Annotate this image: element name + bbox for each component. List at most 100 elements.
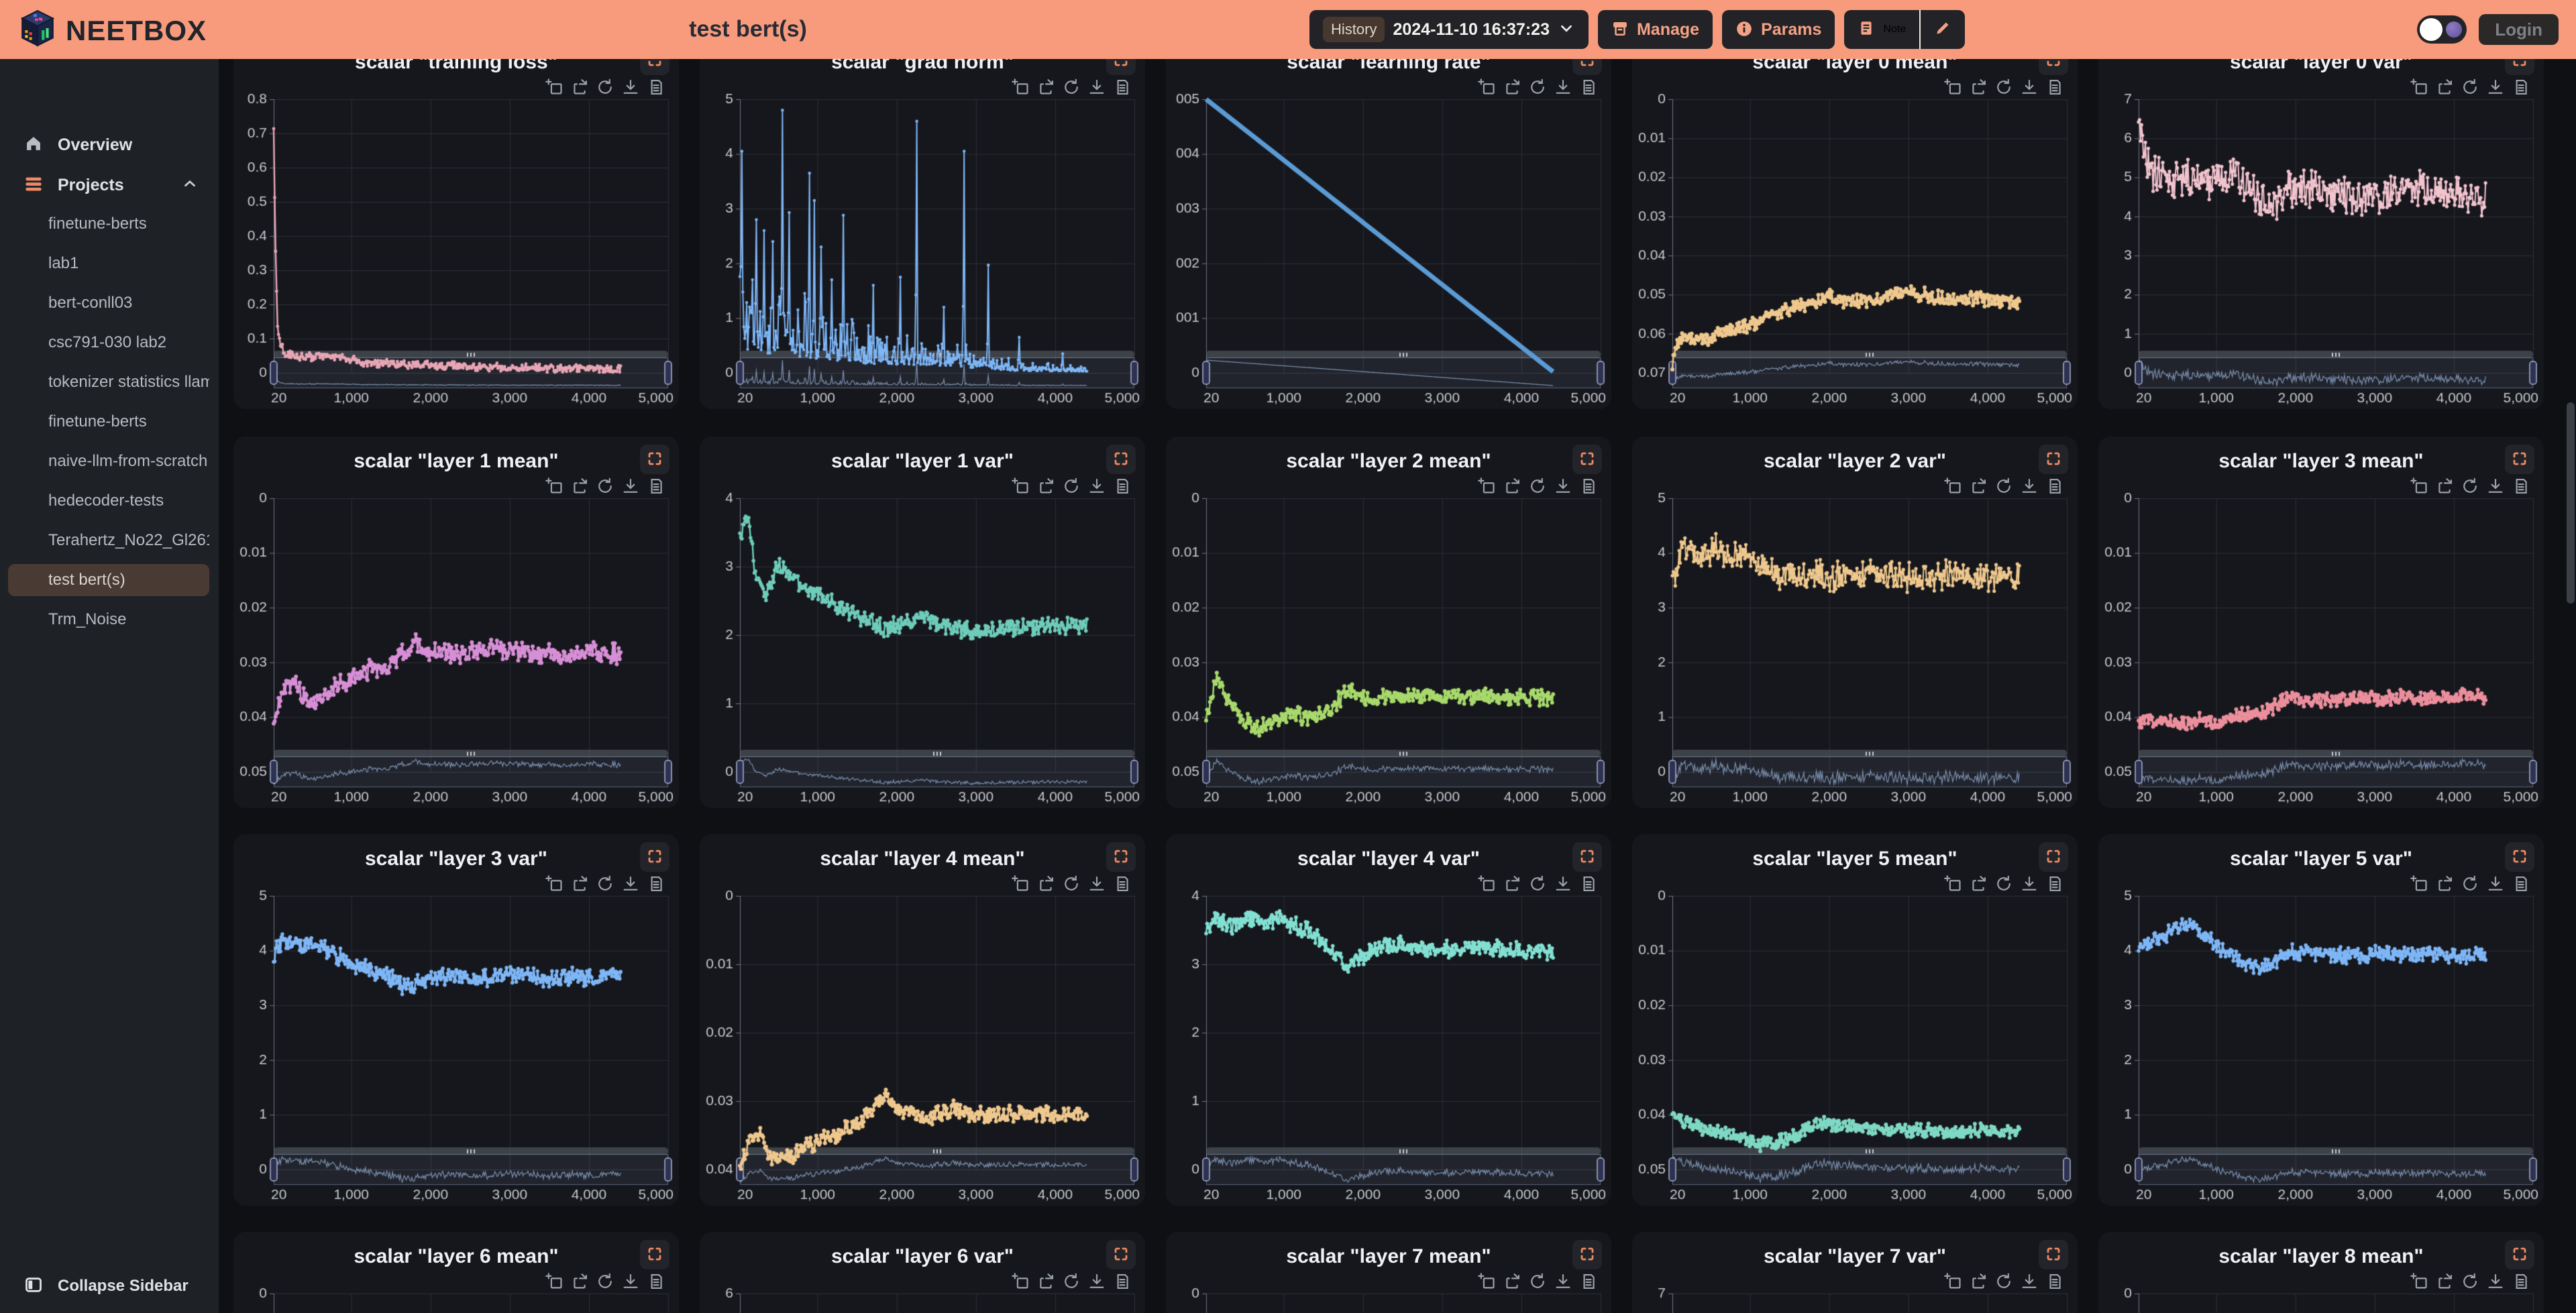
chart-canvas[interactable] [233, 75, 679, 409]
download-icon[interactable] [621, 874, 640, 893]
manage-button[interactable]: Manage [1597, 10, 1713, 49]
refresh-icon[interactable] [2461, 78, 2479, 97]
refresh-icon[interactable] [596, 78, 614, 97]
zoom-box-icon[interactable] [1477, 78, 1496, 97]
data-view-icon[interactable] [647, 1272, 665, 1291]
data-view-icon[interactable] [2512, 1272, 2530, 1291]
edit-note-button[interactable] [1921, 10, 1965, 49]
expand-chart-button[interactable] [1106, 1240, 1136, 1269]
restore-icon[interactable] [570, 78, 589, 97]
restore-icon[interactable] [1969, 1272, 1988, 1291]
restore-icon[interactable] [1969, 874, 1988, 893]
refresh-icon[interactable] [1062, 78, 1081, 97]
history-dropdown[interactable]: History 2024-11-10 16:37:23 [1309, 10, 1589, 49]
download-icon[interactable] [1554, 1272, 1572, 1291]
download-icon[interactable] [2020, 874, 2039, 893]
restore-icon[interactable] [570, 477, 589, 496]
chart-canvas[interactable] [233, 1269, 679, 1313]
refresh-icon[interactable] [1528, 874, 1547, 893]
zoom-box-icon[interactable] [1477, 874, 1496, 893]
restore-icon[interactable] [1969, 78, 1988, 97]
chart-canvas[interactable] [1632, 1269, 2078, 1313]
sidebar-project-item[interactable]: Terahertz_No22_Gl261_gl... [48, 531, 209, 549]
sidebar-item-overview[interactable]: Overview [0, 129, 219, 161]
zoom-box-icon[interactable] [2410, 1272, 2428, 1291]
chart-canvas[interactable] [2098, 474, 2544, 808]
login-button[interactable]: Login [2479, 14, 2559, 45]
expand-chart-button[interactable] [2505, 445, 2534, 474]
chart-canvas[interactable] [1632, 75, 2078, 409]
data-view-icon[interactable] [2512, 477, 2530, 496]
expand-chart-button[interactable] [2039, 59, 2068, 75]
sidebar-project-item[interactable]: naive-llm-from-scratch [48, 452, 208, 470]
refresh-icon[interactable] [1062, 477, 1081, 496]
restore-icon[interactable] [570, 874, 589, 893]
restore-icon[interactable] [1503, 1272, 1521, 1291]
expand-chart-button[interactable] [2505, 1240, 2534, 1269]
zoom-box-icon[interactable] [1943, 78, 1962, 97]
chart-canvas[interactable] [233, 872, 679, 1206]
chart-canvas[interactable] [700, 474, 1145, 808]
data-view-icon[interactable] [1113, 477, 1132, 496]
chart-canvas[interactable] [700, 75, 1145, 409]
download-icon[interactable] [2486, 874, 2505, 893]
download-icon[interactable] [1087, 78, 1106, 97]
refresh-icon[interactable] [2461, 477, 2479, 496]
chart-canvas[interactable] [1632, 474, 2078, 808]
data-view-icon[interactable] [1113, 78, 1132, 97]
data-view-icon[interactable] [2512, 78, 2530, 97]
chart-canvas[interactable] [1166, 1269, 1611, 1313]
restore-icon[interactable] [2435, 477, 2454, 496]
sidebar-project-item[interactable]: finetune-berts [48, 215, 147, 233]
restore-icon[interactable] [1036, 78, 1055, 97]
download-icon[interactable] [1554, 477, 1572, 496]
expand-chart-button[interactable] [640, 842, 669, 872]
data-view-icon[interactable] [647, 874, 665, 893]
data-view-icon[interactable] [2045, 477, 2064, 496]
sidebar-project-item[interactable]: bert-conll03 [48, 294, 133, 312]
refresh-icon[interactable] [1062, 1272, 1081, 1291]
chart-canvas[interactable] [2098, 1269, 2544, 1313]
sidebar-project-item[interactable]: Trm_Noise [48, 610, 127, 628]
restore-icon[interactable] [1503, 78, 1521, 97]
zoom-box-icon[interactable] [1943, 1272, 1962, 1291]
download-icon[interactable] [621, 477, 640, 496]
restore-icon[interactable] [1036, 477, 1055, 496]
data-view-icon[interactable] [1579, 477, 1598, 496]
refresh-icon[interactable] [1528, 78, 1547, 97]
restore-icon[interactable] [1503, 477, 1521, 496]
refresh-icon[interactable] [2461, 874, 2479, 893]
page-scrollbar[interactable] [2567, 402, 2575, 604]
expand-chart-button[interactable] [640, 59, 669, 75]
refresh-icon[interactable] [1062, 874, 1081, 893]
restore-icon[interactable] [2435, 1272, 2454, 1291]
refresh-icon[interactable] [596, 874, 614, 893]
zoom-box-icon[interactable] [2410, 78, 2428, 97]
restore-icon[interactable] [570, 1272, 589, 1291]
sidebar-project-item[interactable]: test bert(s) [8, 564, 209, 596]
expand-chart-button[interactable] [2039, 445, 2068, 474]
brand[interactable]: NEETBOX [20, 9, 207, 52]
download-icon[interactable] [2486, 1272, 2505, 1291]
data-view-icon[interactable] [1579, 1272, 1598, 1291]
refresh-icon[interactable] [2461, 1272, 2479, 1291]
sidebar-project-item[interactable]: hedecoder-tests [48, 492, 164, 510]
chart-canvas[interactable] [2098, 75, 2544, 409]
restore-icon[interactable] [1503, 874, 1521, 893]
restore-icon[interactable] [2435, 78, 2454, 97]
expand-chart-button[interactable] [1106, 59, 1136, 75]
download-icon[interactable] [2020, 78, 2039, 97]
sidebar-project-item[interactable]: csc791-030 lab2 [48, 333, 167, 351]
zoom-box-icon[interactable] [1011, 477, 1030, 496]
chevron-up-icon[interactable] [181, 175, 199, 196]
data-view-icon[interactable] [2045, 78, 2064, 97]
expand-chart-button[interactable] [640, 1240, 669, 1269]
chart-canvas[interactable] [1166, 872, 1611, 1206]
sidebar-item-projects[interactable]: Projects [0, 169, 219, 201]
refresh-icon[interactable] [1994, 874, 2013, 893]
download-icon[interactable] [2020, 1272, 2039, 1291]
data-view-icon[interactable] [1113, 874, 1132, 893]
expand-chart-button[interactable] [1572, 445, 1602, 474]
chart-canvas[interactable] [700, 872, 1145, 1206]
data-view-icon[interactable] [647, 477, 665, 496]
